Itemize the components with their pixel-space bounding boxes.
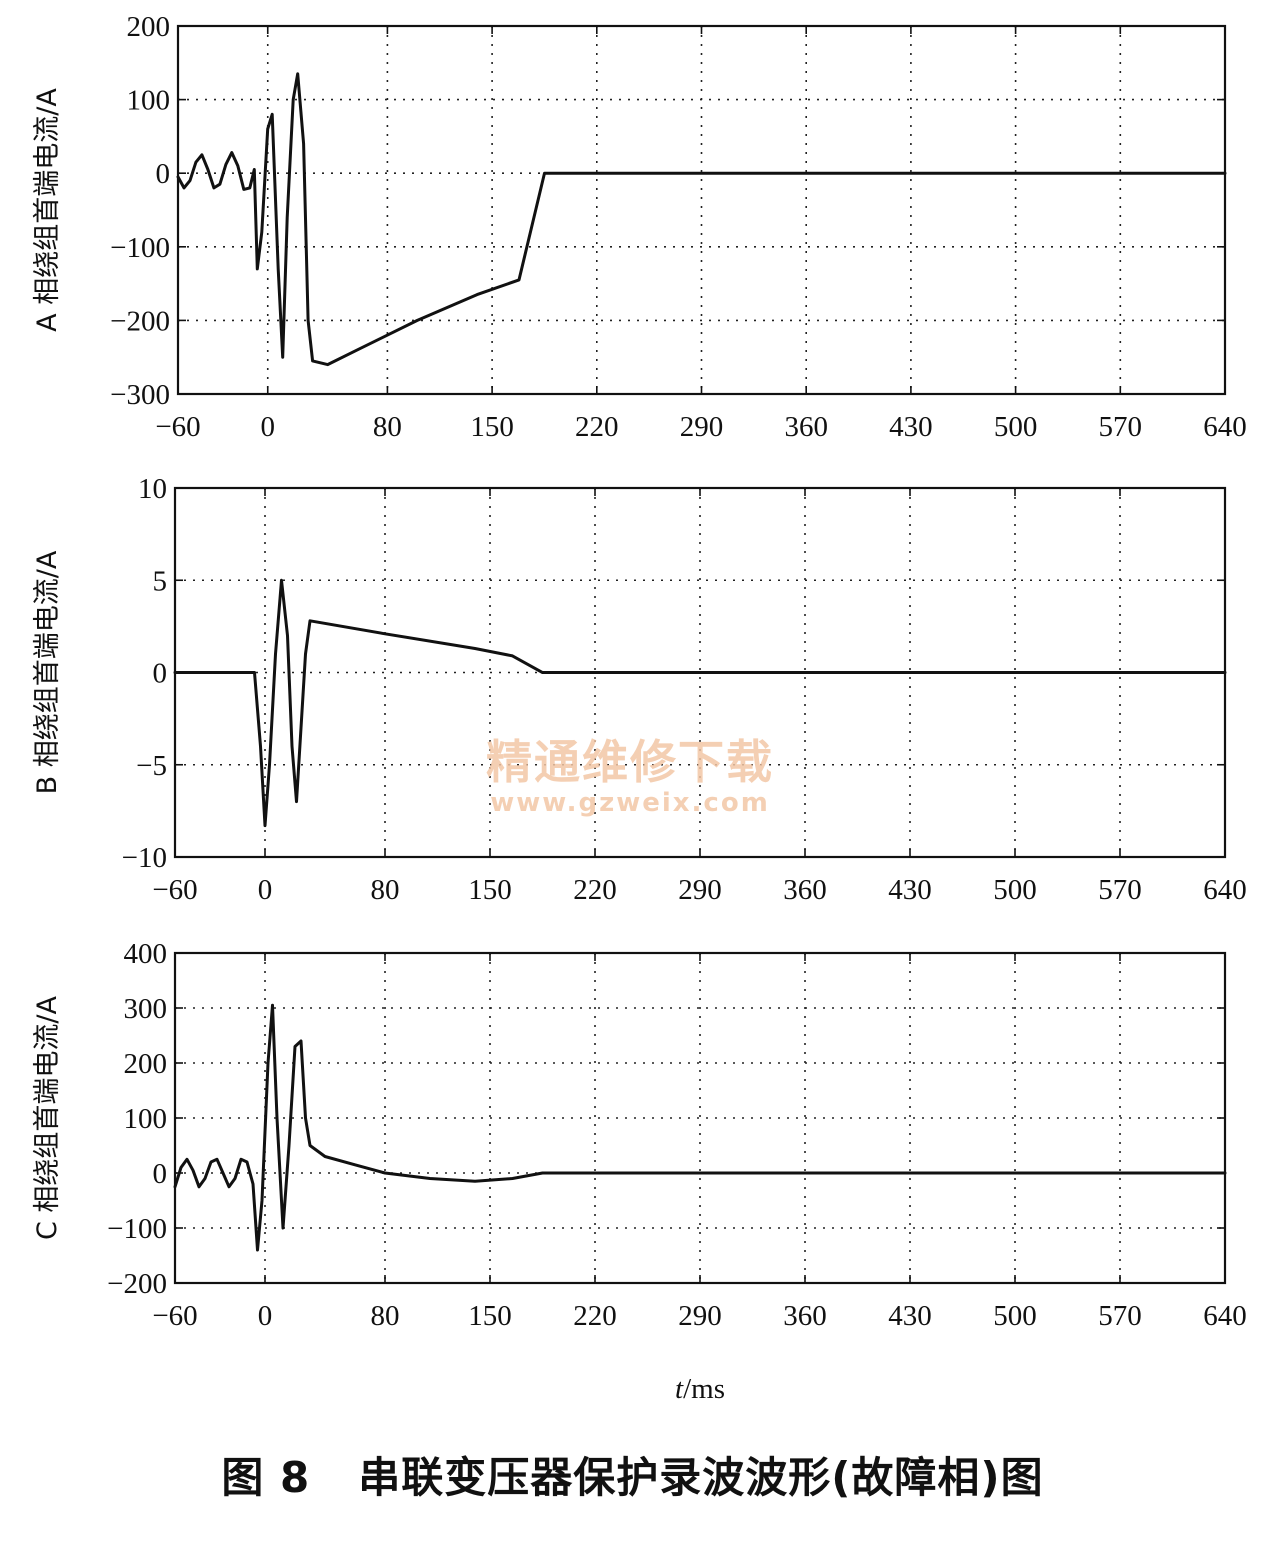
x-tick-label: −60 xyxy=(152,1300,197,1332)
x-tick-label: 0 xyxy=(260,411,275,443)
x-tick-label: 430 xyxy=(888,874,932,906)
x-tick-label: 360 xyxy=(784,411,828,443)
y-tick-label: −200 xyxy=(110,305,170,337)
chart-panel-c-phase: −60 0 80 150 220 290 360 430 500 570 640 −200 −100 0 1… xyxy=(32,938,1247,1332)
y-axis-label: B 相绕组首端电流/A xyxy=(32,550,63,794)
x-tick-label: −60 xyxy=(155,411,200,443)
x-tick-label: 290 xyxy=(678,1300,722,1332)
series-line xyxy=(173,1003,1227,1252)
y-tick-label: −200 xyxy=(107,1268,167,1300)
figure-caption: 图 8 串联变压器保护录波波形(故障相)图 xyxy=(0,1444,1265,1505)
y-tick-label: −5 xyxy=(136,750,167,782)
y-tick-label: 0 xyxy=(153,1158,168,1190)
x-tick-label: 640 xyxy=(1203,1300,1247,1332)
x-axis-label: t/ms xyxy=(675,1373,725,1405)
x-tick-label: 500 xyxy=(993,1300,1037,1332)
x-tick-label: 430 xyxy=(888,1300,932,1332)
x-tick-label: 290 xyxy=(680,411,724,443)
y-tick-label: 300 xyxy=(124,993,168,1025)
x-axis-label-unit: /ms xyxy=(683,1373,725,1405)
x-tick-label: 570 xyxy=(1099,411,1143,443)
x-tick-label: 150 xyxy=(468,1300,512,1332)
x-tick-label: 500 xyxy=(993,874,1037,906)
x-tick-label: 220 xyxy=(573,874,617,906)
y-tick-label: 10 xyxy=(138,473,167,505)
y-tick-label: 100 xyxy=(127,85,171,117)
x-tick-label: 220 xyxy=(575,411,619,443)
x-tick-label: 290 xyxy=(678,874,722,906)
y-tick-label: 200 xyxy=(124,1048,168,1080)
y-tick-label: 5 xyxy=(153,565,168,597)
x-tick-label: 150 xyxy=(470,411,514,443)
x-tick-label: −60 xyxy=(152,874,197,906)
x-tick-label: 80 xyxy=(373,411,402,443)
x-tick-label: 360 xyxy=(783,1300,827,1332)
series-line xyxy=(173,578,1227,828)
x-tick-label: 570 xyxy=(1098,874,1142,906)
y-tick-label: −100 xyxy=(110,232,170,264)
y-axis-label: C 相绕组首端电流/A xyxy=(32,995,63,1240)
x-tick-label: 360 xyxy=(783,874,827,906)
y-tick-label: −10 xyxy=(122,842,167,874)
x-tick-label: 570 xyxy=(1098,1300,1142,1332)
y-tick-label: −300 xyxy=(110,379,170,411)
x-tick-label: 220 xyxy=(573,1300,617,1332)
y-tick-label: 200 xyxy=(127,11,171,43)
x-axis-label-variable: t xyxy=(675,1373,684,1405)
y-tick-label: 100 xyxy=(124,1103,168,1135)
x-tick-label: 0 xyxy=(258,1300,273,1332)
x-tick-label: 0 xyxy=(258,874,273,906)
x-tick-label: 500 xyxy=(994,411,1038,443)
x-tick-label: 80 xyxy=(371,874,400,906)
y-axis-label: A 相绕组首端电流/A xyxy=(32,88,63,332)
y-tick-label: 400 xyxy=(124,938,168,970)
y-tick-label: 0 xyxy=(153,658,168,690)
x-tick-label: 430 xyxy=(889,411,933,443)
y-tick-label: 0 xyxy=(156,158,171,190)
x-tick-label: 640 xyxy=(1203,411,1247,443)
y-tick-label: −100 xyxy=(107,1213,167,1245)
x-tick-label: 80 xyxy=(371,1300,400,1332)
x-tick-label: 150 xyxy=(468,874,512,906)
x-tick-label: 640 xyxy=(1203,874,1247,906)
series-line xyxy=(176,72,1227,367)
caption-number: 图 8 xyxy=(221,1453,311,1502)
chart-panel-a-phase: −60 0 80 150 220 290 360 430 500 570 640 −300 −200 −1… xyxy=(32,11,1247,443)
chart-panel-b-phase: −60 0 80 150 220 290 360 430 500 570 640 −10 −5 0 5 10 B… xyxy=(32,473,1247,906)
caption-title: 串联变压器保护录波波形(故障相)图 xyxy=(358,1453,1044,1502)
